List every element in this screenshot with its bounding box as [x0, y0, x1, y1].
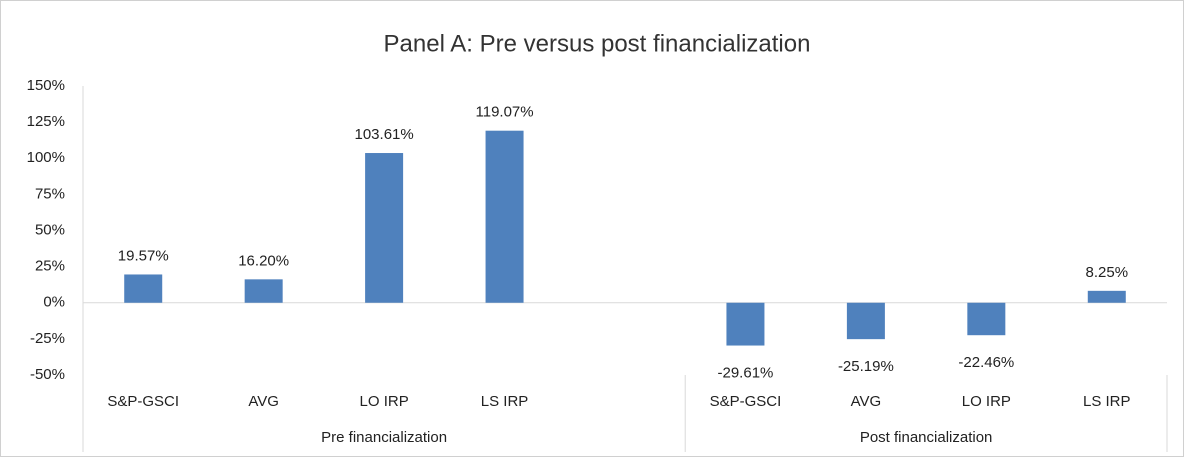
bar [124, 274, 163, 303]
bar [244, 279, 283, 303]
value-label: -22.46% [958, 354, 1014, 371]
x-tick-label: LO IRP [360, 393, 409, 410]
y-tick-label: 150% [27, 77, 65, 94]
value-label: 103.61% [355, 126, 414, 143]
y-tick-label: 75% [35, 185, 65, 202]
x-tick-label: LO IRP [962, 393, 1011, 410]
x-tick-label: S&P-GSCI [107, 393, 179, 410]
value-label: 8.25% [1086, 264, 1129, 281]
value-label: 119.07% [476, 104, 534, 121]
y-tick-label: 25% [35, 258, 65, 275]
bar [485, 130, 524, 303]
y-tick-label: 0% [43, 294, 65, 311]
y-tick-label: 125% [27, 113, 65, 130]
bar [1087, 290, 1126, 303]
bar [846, 302, 885, 340]
y-tick-label: -50% [30, 366, 65, 383]
value-label: 16.20% [238, 252, 289, 269]
y-tick-label: 50% [35, 221, 65, 238]
y-tick-label: -25% [30, 330, 65, 347]
value-label: -25.19% [838, 358, 894, 375]
bar [726, 302, 765, 346]
bar [365, 153, 404, 303]
bar [967, 302, 1006, 336]
group-label: Pre financialization [321, 429, 447, 446]
x-tick-label: LS IRP [481, 393, 529, 410]
y-tick-label: 100% [27, 149, 65, 166]
value-label: 19.57% [118, 247, 169, 264]
x-tick-label: LS IRP [1083, 393, 1131, 410]
value-label: -29.61% [718, 365, 774, 382]
x-tick-label: AVG [248, 393, 279, 410]
chart-title: Panel A: Pre versus post financializatio… [384, 30, 811, 57]
group-label: Post financialization [860, 429, 993, 446]
x-tick-label: AVG [851, 393, 882, 410]
x-tick-label: S&P-GSCI [710, 393, 782, 410]
